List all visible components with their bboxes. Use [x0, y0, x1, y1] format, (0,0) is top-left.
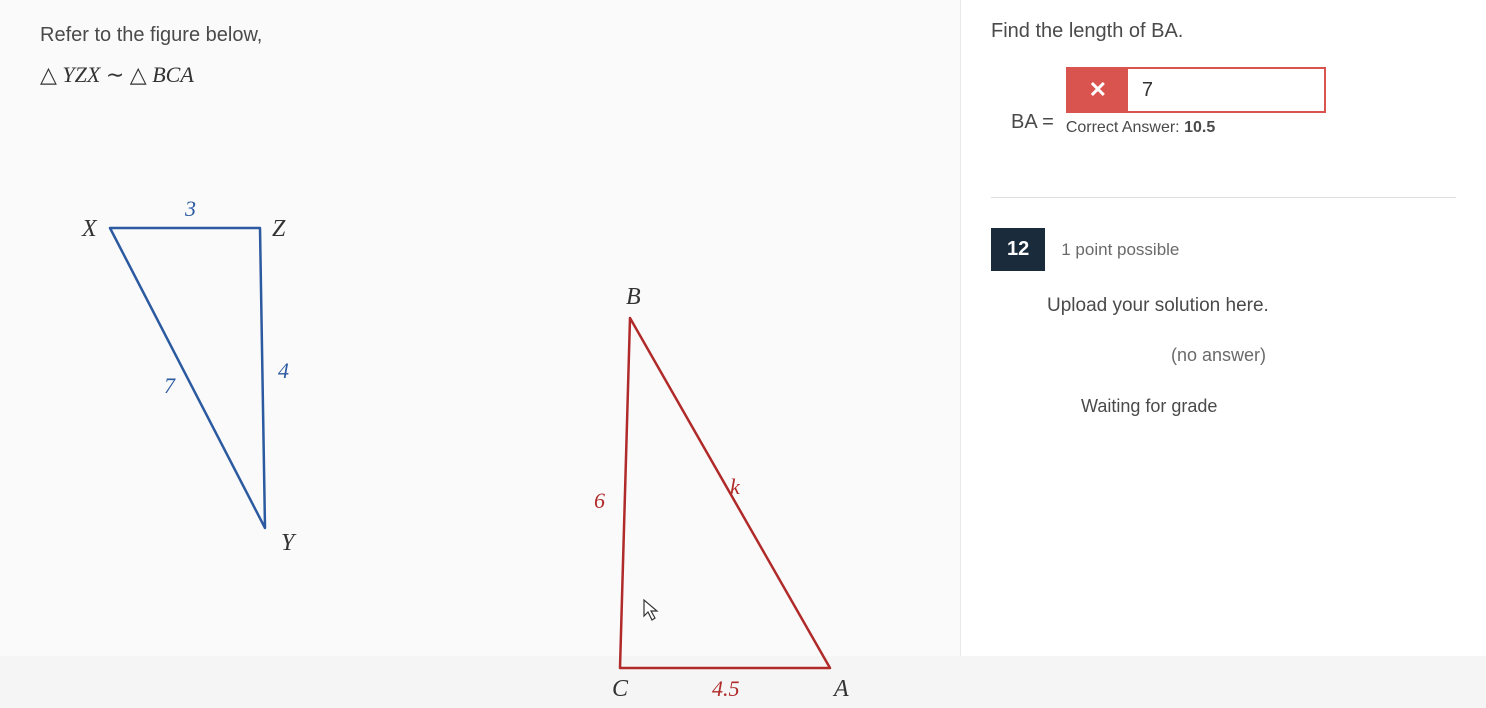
section-divider — [991, 197, 1456, 198]
svg-text:4.5: 4.5 — [712, 676, 740, 701]
svg-text:C: C — [612, 676, 629, 702]
svg-text:7: 7 — [164, 373, 176, 398]
incorrect-icon: ✕ — [1068, 69, 1128, 111]
svg-text:6: 6 — [594, 488, 605, 513]
answer-input[interactable]: 7 — [1128, 69, 1324, 111]
answer-row: BA = ✕ 7 Correct Answer: 10.5 — [1011, 67, 1456, 177]
question-header: 12 1 point possible — [991, 228, 1456, 271]
triangles-figure: X Z Y 3 4 7 B C A 6 k 4.5 — [40, 88, 920, 708]
question-number-badge: 12 — [991, 228, 1045, 271]
correct-answer-row: Correct Answer: 10.5 — [1066, 119, 1326, 137]
no-answer-text: (no answer) — [1171, 345, 1456, 366]
svg-text:B: B — [626, 284, 641, 310]
answer-box: ✕ 7 — [1066, 67, 1326, 113]
figure-area: XZY347BCA6k4.5 — [40, 88, 920, 628]
answer-panel: Find the length of BA. BA = ✕ 7 Correct … — [960, 0, 1486, 656]
question-prompt: Find the length of BA. — [991, 20, 1456, 43]
upload-prompt: Upload your solution here. — [1047, 295, 1456, 317]
triangle-left-name: YZX — [62, 62, 100, 87]
problem-panel: Refer to the figure below, △ YZX ∼ △ BCA… — [0, 0, 960, 656]
svg-text:4: 4 — [278, 358, 289, 383]
similarity-statement: △ YZX ∼ △ BCA — [40, 62, 920, 88]
answer-variable-label: BA = — [1011, 111, 1054, 134]
answer-block: ✕ 7 Correct Answer: 10.5 — [1066, 67, 1326, 177]
svg-text:k: k — [730, 474, 741, 499]
triangle-right-name: BCA — [152, 62, 194, 87]
problem-intro: Refer to the figure below, — [40, 20, 920, 50]
svg-text:A: A — [832, 676, 849, 702]
grade-status: Waiting for grade — [1081, 396, 1456, 417]
correct-answer-label: Correct Answer: — [1066, 119, 1180, 136]
svg-text:Z: Z — [272, 216, 286, 242]
correct-answer-value: 10.5 — [1184, 119, 1215, 136]
svg-text:X: X — [81, 216, 98, 242]
svg-text:3: 3 — [184, 196, 196, 221]
svg-text:Y: Y — [281, 530, 297, 556]
points-possible: 1 point possible — [1061, 240, 1179, 260]
